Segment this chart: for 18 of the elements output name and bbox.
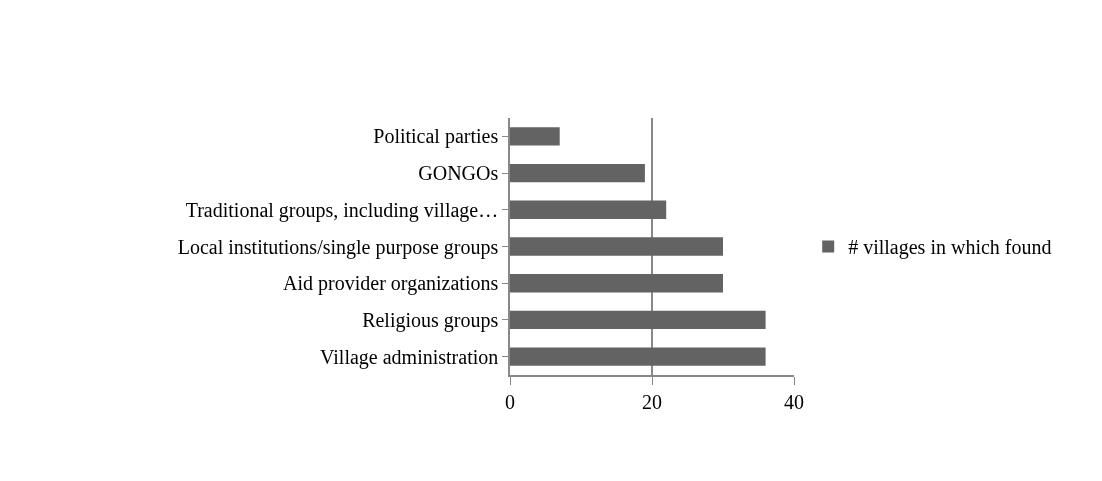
y-tick-label: Aid provider organizations [283, 272, 499, 296]
y-tick-label: GONGOs [418, 162, 499, 185]
legend-label: # villages in which found [848, 236, 1052, 260]
y-tick-label: Political parties [373, 125, 499, 149]
bar [510, 127, 560, 146]
x-tick-label: 20 [642, 390, 662, 413]
bar [510, 347, 766, 366]
y-tick-label: Religious groups [362, 308, 499, 332]
bar [510, 237, 723, 256]
y-tick-label: Traditional groups, including village… [185, 198, 499, 222]
x-tick-label: 0 [505, 390, 515, 413]
bar [510, 200, 667, 219]
y-tick-label: Village administration [320, 345, 499, 369]
bar [510, 163, 645, 183]
bar [510, 310, 766, 330]
y-tick-label: Local institutions/single purpose groups [177, 235, 499, 259]
bar [510, 274, 723, 293]
x-tick-label: 40 [784, 390, 804, 413]
